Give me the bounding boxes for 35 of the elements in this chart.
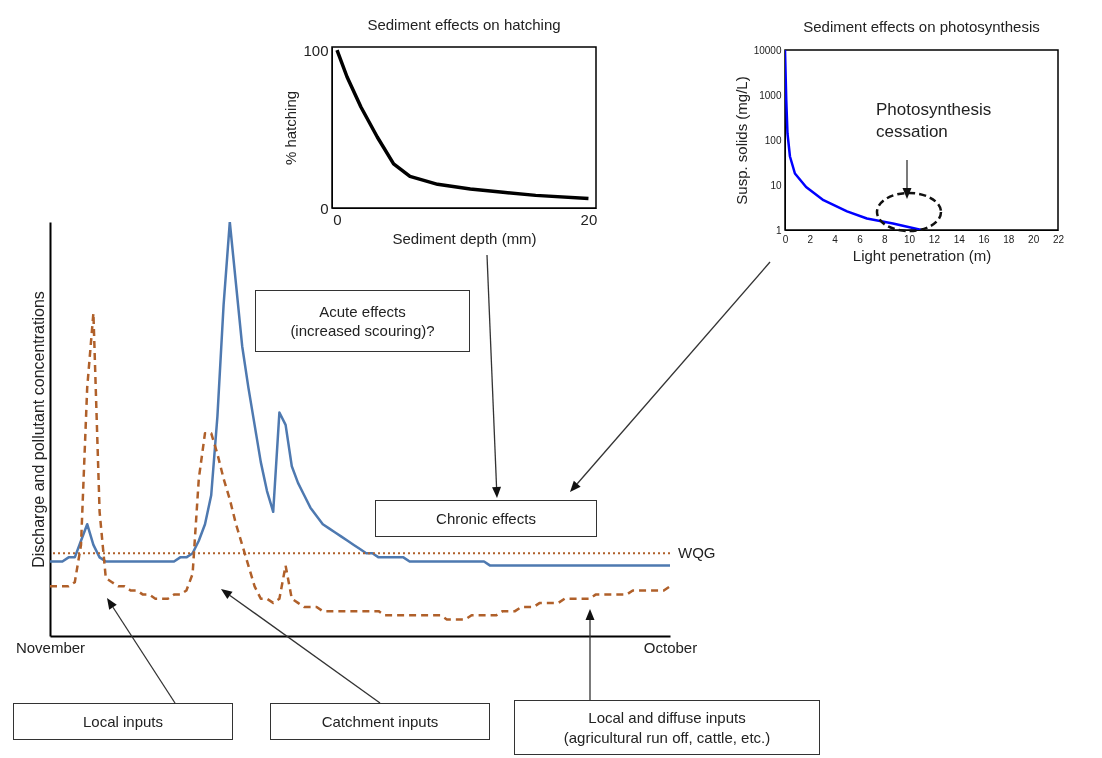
text-box: Local and diffuse inputs (agricultural run off, cattle, etc.)	[514, 700, 820, 755]
x-tick-label: 4	[832, 233, 839, 245]
y-tick-label: 100	[764, 134, 782, 146]
chart-title: Sediment effects on hatching	[367, 16, 561, 34]
y-axis-title: % hatching	[282, 90, 300, 166]
x-tick-label: 10	[904, 233, 916, 245]
ref-line-label: WQG	[678, 544, 716, 562]
y-tick-label: 10	[770, 179, 782, 191]
x-tick-label: 2	[807, 233, 814, 245]
x-tick-label: 16	[978, 233, 991, 245]
x-tick-label: October	[643, 638, 698, 656]
line-series	[335, 48, 591, 201]
y-tick-label: 10000	[753, 44, 782, 56]
x-tick-label: 12	[928, 233, 941, 245]
x-tick-label: 22	[1052, 233, 1065, 245]
text-box: Local inputs	[13, 703, 233, 740]
x-axis-title: Light penetration (m)	[852, 246, 992, 264]
annotation: Photosynthesis cessation	[876, 98, 993, 143]
x-tick-label: 14	[953, 233, 966, 245]
x-tick-label: 8	[881, 233, 888, 245]
chart-title: Sediment effects on photosynthesis	[803, 18, 1040, 35]
x-tick-label: 20	[1028, 233, 1040, 245]
x-tick-label: 18	[1003, 233, 1015, 245]
text-box: Catchment inputs	[270, 703, 490, 740]
text-box: Acute effects (increased scouring)?	[255, 290, 470, 352]
text-box: Chronic effects	[375, 500, 597, 537]
x-tick-label: 6	[857, 233, 864, 245]
x-axis-title: Sediment depth (mm)	[392, 229, 537, 247]
y-axis-title: Susp. solids (mg/L)	[732, 76, 750, 205]
x-tick-label: 20	[580, 210, 598, 228]
y-axis-title: Discharge and pollutant concentrations	[29, 291, 47, 568]
y-tick-label: 1000	[759, 89, 782, 101]
y-tick-label: 1	[775, 224, 782, 236]
x-tick-label: November	[15, 638, 86, 656]
y-tick-label: 100	[303, 41, 329, 59]
